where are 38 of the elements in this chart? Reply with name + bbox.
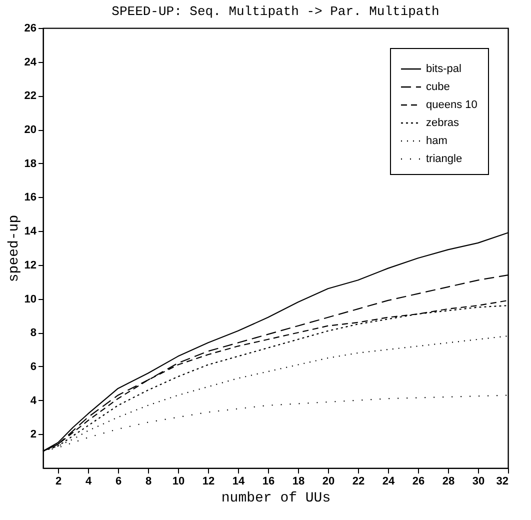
x-tick-label: 24 bbox=[382, 476, 396, 488]
y-tick-label: 2 bbox=[30, 428, 36, 441]
x-tick-label: 30 bbox=[472, 476, 485, 488]
x-tick-label: 8 bbox=[145, 476, 152, 488]
x-tick-label: 20 bbox=[322, 476, 335, 488]
y-tick-label: 26 bbox=[24, 22, 36, 34]
x-tick-label: 18 bbox=[292, 476, 305, 488]
x-tick-label: 26 bbox=[412, 476, 425, 488]
legend-label: zebras bbox=[426, 117, 460, 129]
x-tick-label: 12 bbox=[202, 476, 215, 488]
x-tick-label: 22 bbox=[352, 476, 365, 488]
y-tick-label: 20 bbox=[24, 124, 36, 136]
x-tick-label: 6 bbox=[115, 476, 122, 488]
legend-label: ham bbox=[426, 135, 448, 147]
legend-label: cube bbox=[426, 81, 450, 93]
y-tick-label: 18 bbox=[24, 158, 36, 170]
y-tick-label: 14 bbox=[24, 226, 38, 238]
y-tick-label: 24 bbox=[24, 56, 38, 68]
y-tick-label: 8 bbox=[30, 327, 36, 340]
x-tick-label: 4 bbox=[85, 476, 92, 488]
y-tick-label: 12 bbox=[24, 259, 36, 272]
y-tick-label: 16 bbox=[24, 192, 36, 204]
y-tick-label: 4 bbox=[30, 394, 38, 407]
x-tick-label: 14 bbox=[232, 476, 246, 488]
x-axis-title: number of UUs bbox=[221, 490, 331, 506]
legend-label: queens 10 bbox=[426, 99, 478, 111]
x-tick-label: 2 bbox=[55, 476, 62, 488]
x-tick-label: 28 bbox=[442, 476, 455, 488]
legend-label: triangle bbox=[426, 153, 462, 165]
y-tick-label: 6 bbox=[30, 360, 36, 373]
x-tick-label: 10 bbox=[172, 476, 185, 488]
x-tick-label: 16 bbox=[262, 476, 275, 488]
y-tick-label: 10 bbox=[24, 293, 36, 306]
y-axis-title: speed-up bbox=[6, 214, 22, 282]
chart-title: SPEED-UP: Seq. Multipath -> Par. Multipath bbox=[112, 4, 440, 19]
legend-label: bits-pal bbox=[426, 63, 462, 75]
y-tick-label: 22 bbox=[24, 90, 36, 102]
x-tick-label: 32 bbox=[496, 476, 508, 488]
